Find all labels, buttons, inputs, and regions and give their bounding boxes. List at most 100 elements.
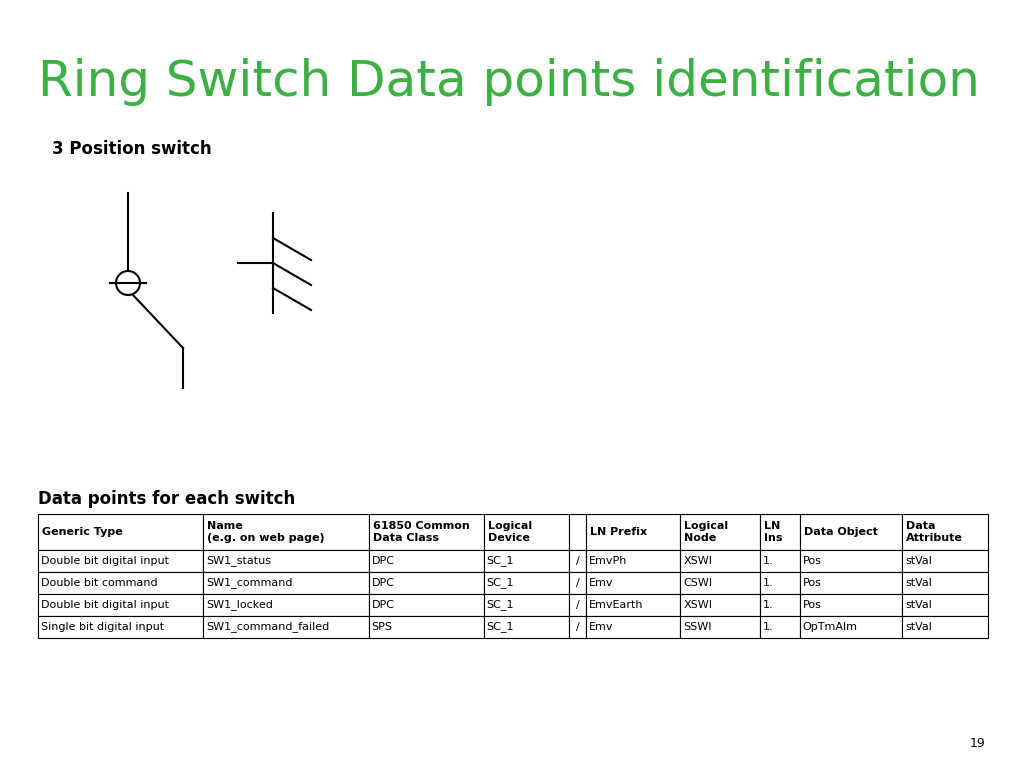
Bar xyxy=(483,550,569,572)
Text: /: / xyxy=(575,578,580,588)
Text: Pos: Pos xyxy=(803,578,821,588)
Text: Pos: Pos xyxy=(803,600,821,610)
Bar xyxy=(569,616,586,638)
Bar xyxy=(586,514,680,550)
Text: OpTmAlm: OpTmAlm xyxy=(803,622,858,632)
Text: SSWI: SSWI xyxy=(683,622,712,632)
Bar xyxy=(569,572,586,594)
Bar xyxy=(204,616,369,638)
Bar xyxy=(902,594,988,616)
Bar xyxy=(680,550,760,572)
Bar xyxy=(902,616,988,638)
Text: SC_1: SC_1 xyxy=(486,555,514,567)
Bar xyxy=(680,616,760,638)
Text: SC_1: SC_1 xyxy=(486,600,514,611)
Text: Data Object: Data Object xyxy=(804,527,878,537)
Text: Pos: Pos xyxy=(803,556,821,566)
Text: SC_1: SC_1 xyxy=(486,578,514,588)
Bar xyxy=(760,594,800,616)
Bar xyxy=(569,550,586,572)
Text: XSWI: XSWI xyxy=(683,556,713,566)
Bar xyxy=(204,514,369,550)
Bar xyxy=(369,594,483,616)
Bar xyxy=(483,572,569,594)
Bar xyxy=(569,594,586,616)
Bar xyxy=(369,514,483,550)
Text: SPS: SPS xyxy=(372,622,392,632)
Text: 3 Position switch: 3 Position switch xyxy=(52,140,212,158)
Text: 1.: 1. xyxy=(763,622,773,632)
Bar xyxy=(483,594,569,616)
Text: stVal: stVal xyxy=(905,600,932,610)
Bar xyxy=(38,550,204,572)
Text: LN Prefix: LN Prefix xyxy=(590,527,647,537)
Bar xyxy=(760,616,800,638)
Bar xyxy=(902,572,988,594)
Text: Data points for each switch: Data points for each switch xyxy=(38,490,295,508)
Text: Logical
Device: Logical Device xyxy=(487,521,531,543)
Text: Name
(e.g. on web page): Name (e.g. on web page) xyxy=(207,521,325,543)
Text: DPC: DPC xyxy=(372,556,394,566)
Text: 1.: 1. xyxy=(763,600,773,610)
Text: Logical
Node: Logical Node xyxy=(684,521,728,543)
Text: LN
Ins: LN Ins xyxy=(764,521,782,543)
Text: DPC: DPC xyxy=(372,600,394,610)
Text: Emv: Emv xyxy=(589,622,613,632)
Bar xyxy=(569,514,586,550)
Bar xyxy=(800,572,902,594)
Bar xyxy=(902,550,988,572)
Text: SW1_status: SW1_status xyxy=(206,555,271,567)
Bar xyxy=(586,616,680,638)
Bar xyxy=(800,594,902,616)
Text: Ring Switch Data points identification: Ring Switch Data points identification xyxy=(38,58,980,106)
Text: Data
Attribute: Data Attribute xyxy=(906,521,964,543)
Text: EmvPh: EmvPh xyxy=(589,556,628,566)
Bar xyxy=(800,550,902,572)
Bar xyxy=(902,514,988,550)
Text: 1.: 1. xyxy=(763,578,773,588)
Text: SW1_command: SW1_command xyxy=(206,578,293,588)
Text: Double bit digital input: Double bit digital input xyxy=(41,556,169,566)
Text: Single bit digital input: Single bit digital input xyxy=(41,622,164,632)
Bar xyxy=(680,594,760,616)
Text: EmvEarth: EmvEarth xyxy=(589,600,644,610)
Bar xyxy=(483,514,569,550)
Text: stVal: stVal xyxy=(905,578,932,588)
Bar xyxy=(760,572,800,594)
Bar xyxy=(760,550,800,572)
Bar xyxy=(38,616,204,638)
Text: Double bit digital input: Double bit digital input xyxy=(41,600,169,610)
Text: Double bit command: Double bit command xyxy=(41,578,158,588)
Bar xyxy=(586,550,680,572)
Text: SC_1: SC_1 xyxy=(486,621,514,633)
Bar xyxy=(800,616,902,638)
Bar xyxy=(38,572,204,594)
Bar xyxy=(680,514,760,550)
Text: 19: 19 xyxy=(970,737,985,750)
Text: stVal: stVal xyxy=(905,622,932,632)
Text: Emv: Emv xyxy=(589,578,613,588)
Text: DPC: DPC xyxy=(372,578,394,588)
Text: SW1_locked: SW1_locked xyxy=(206,600,273,611)
Bar xyxy=(38,594,204,616)
Bar xyxy=(483,616,569,638)
Bar xyxy=(369,616,483,638)
Text: stVal: stVal xyxy=(905,556,932,566)
Bar xyxy=(204,572,369,594)
Text: Generic Type: Generic Type xyxy=(42,527,123,537)
Bar xyxy=(369,550,483,572)
Text: XSWI: XSWI xyxy=(683,600,713,610)
Text: /: / xyxy=(575,556,580,566)
Bar xyxy=(586,594,680,616)
Text: SW1_command_failed: SW1_command_failed xyxy=(206,621,330,633)
Text: 61850 Common
Data Class: 61850 Common Data Class xyxy=(373,521,469,543)
Text: /: / xyxy=(575,622,580,632)
Bar xyxy=(204,594,369,616)
Bar xyxy=(204,550,369,572)
Bar xyxy=(800,514,902,550)
Text: 1.: 1. xyxy=(763,556,773,566)
Bar xyxy=(586,572,680,594)
Bar xyxy=(369,572,483,594)
Bar xyxy=(680,572,760,594)
Bar xyxy=(38,514,204,550)
